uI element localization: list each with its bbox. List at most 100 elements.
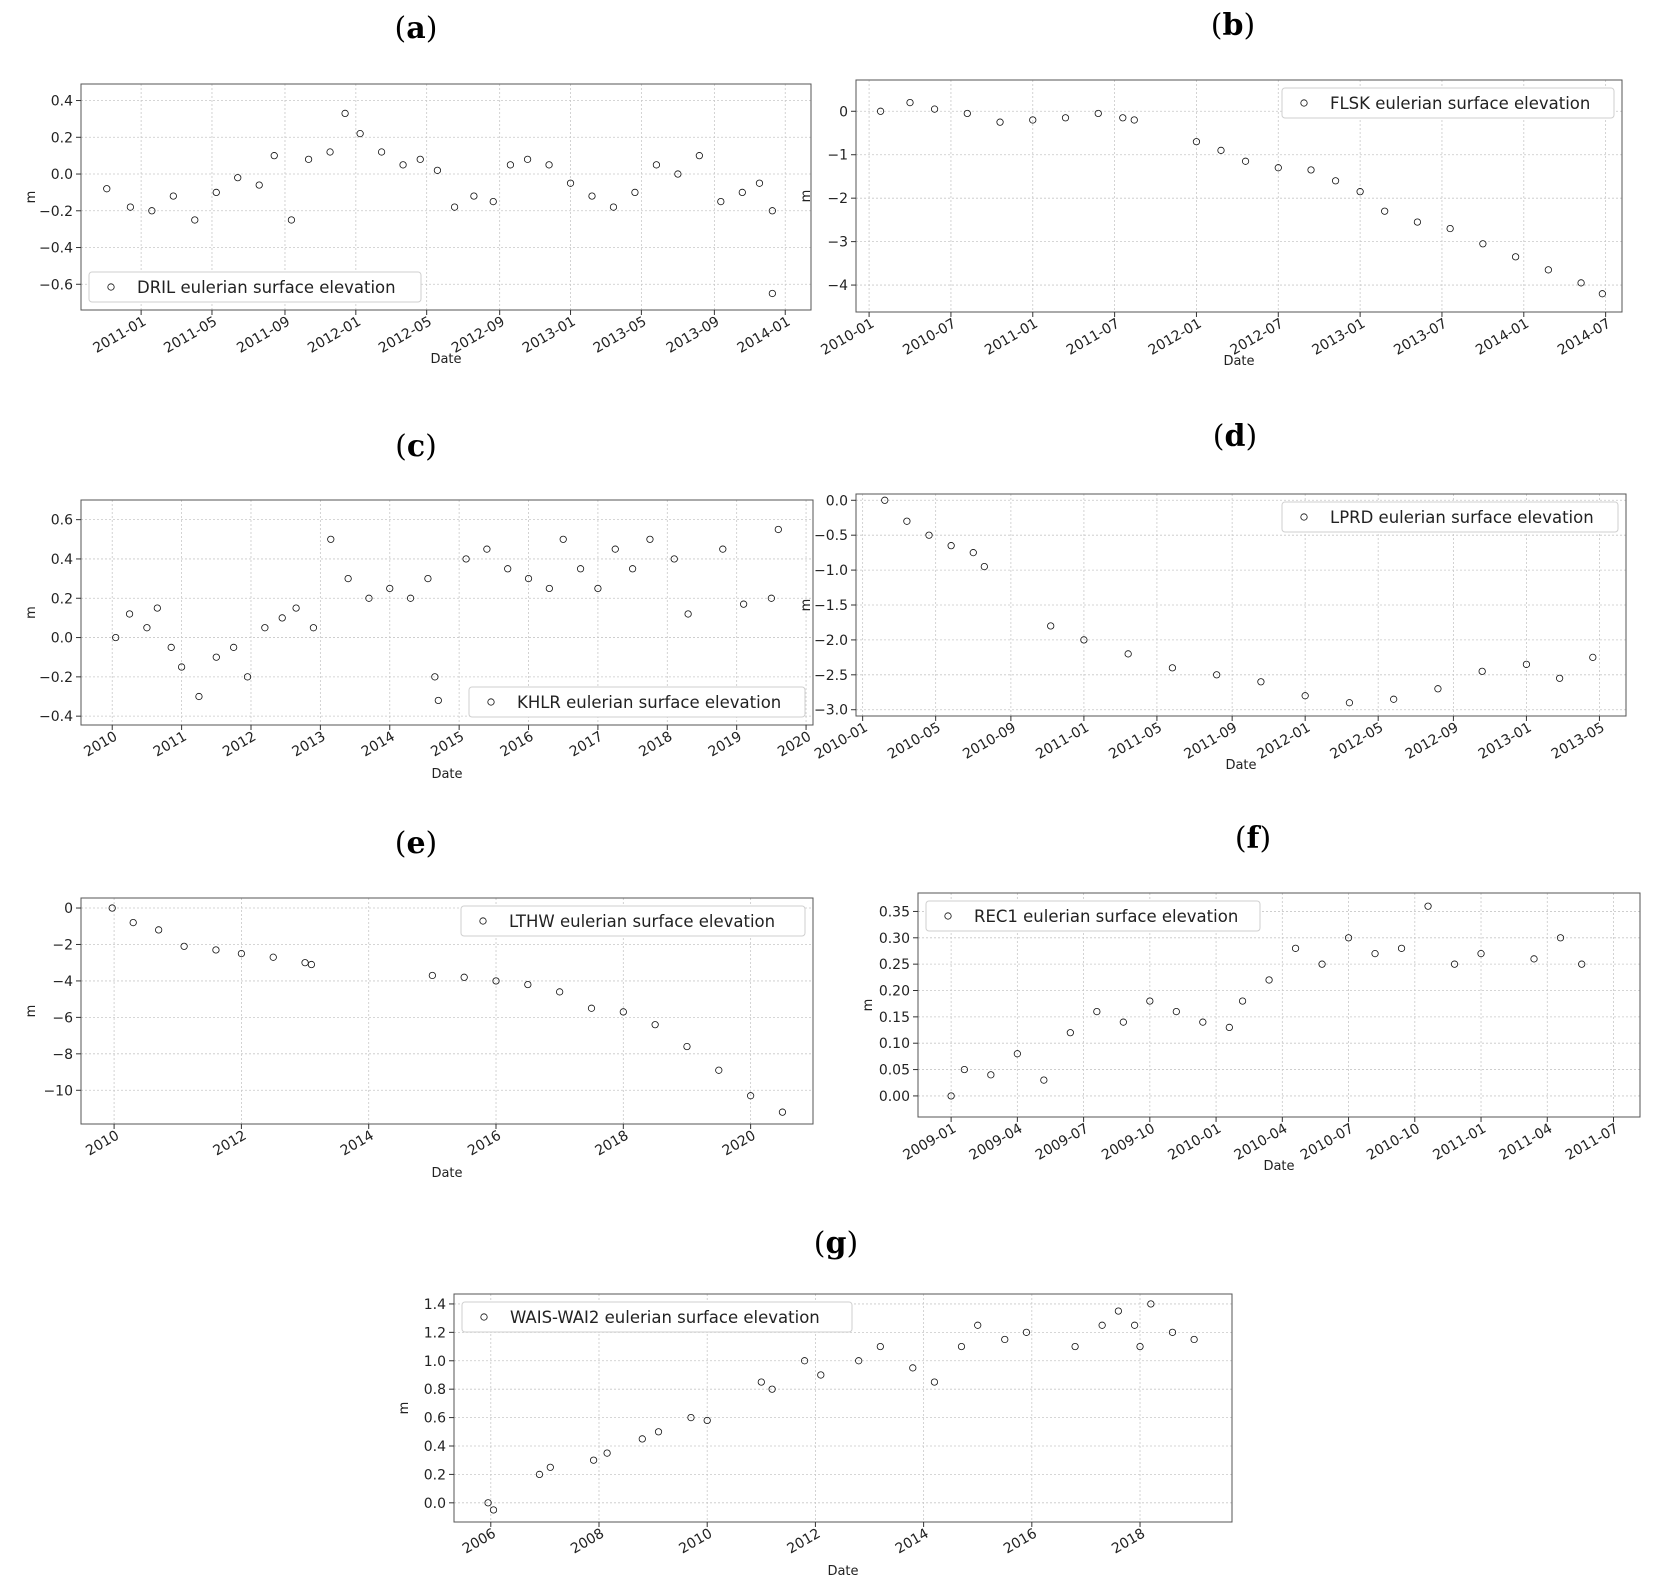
data-point (1238, 997, 1247, 1005)
y-tick-label: 0.4 (51, 552, 73, 568)
data-point (191, 216, 199, 224)
data-point (611, 545, 619, 553)
data-point (1130, 116, 1138, 124)
plot-frame (80, 499, 814, 726)
y-tick-label: 0.20 (879, 984, 910, 1000)
x-tick-label: 2014-07 (1555, 316, 1614, 359)
y-tick-label: 0.30 (879, 931, 910, 947)
y-axis-title: m (24, 606, 39, 619)
y-tick-label: 0.0 (51, 167, 73, 183)
data-point (619, 1008, 627, 1016)
data-point (768, 207, 776, 215)
data-point (301, 959, 309, 967)
y-tick-label: 0.35 (879, 904, 910, 920)
x-tick-label: 2011-01 (1430, 1121, 1489, 1164)
x-tick-label: 2010-01 (812, 720, 871, 763)
data-point (326, 148, 334, 156)
data-point (1213, 671, 1221, 679)
x-tick-label: 2011-09 (1181, 720, 1240, 763)
data-point (1331, 177, 1340, 185)
legend-marker-icon (487, 698, 495, 706)
y-tick-label: −2 (52, 937, 73, 953)
chart-panel-b: (b) −4 −3 −2 −1 0 2010-01 2010-07 2011-01 2011-07… (799, 8, 1623, 369)
y-tick-label: −10 (43, 1083, 73, 1099)
data-point (1080, 636, 1088, 644)
data-point (855, 1357, 863, 1365)
x-tick-label: 2020 (775, 729, 814, 761)
data-point (462, 555, 470, 563)
data-point (1001, 1335, 1009, 1344)
data-point (1061, 114, 1070, 122)
data-point (881, 496, 889, 504)
x-tick-label: 2010 (676, 1526, 715, 1558)
x-tick-label: 2011-09 (234, 314, 293, 357)
y-tick-label: −3 (827, 235, 848, 251)
x-axis-title: Date (827, 1564, 858, 1579)
data-point (670, 555, 678, 563)
data-point (243, 673, 252, 681)
data-point (1344, 934, 1353, 942)
data-point (957, 1342, 966, 1351)
data-point (504, 565, 512, 573)
legend-box (1281, 501, 1619, 533)
chart-panel-e: (e) −10 −8 −6 −4 −2 0 2010 2012 2014 2016 2018 2020 D… (24, 826, 814, 1181)
data-point (629, 565, 637, 573)
x-axis-title: Date (1225, 758, 1256, 773)
legend: KHLR eulerian surface elevation (468, 686, 806, 718)
data-point (1257, 678, 1265, 686)
data-point (800, 1357, 809, 1365)
x-axis-title: Date (1223, 354, 1254, 369)
x-tick-label: 2006 (460, 1526, 499, 1558)
data-point (1578, 960, 1586, 968)
data-point (399, 161, 407, 169)
data-point (1217, 146, 1225, 154)
legend-marker-icon (944, 912, 952, 920)
data-point (234, 174, 242, 182)
x-tick-label: 2009-10 (1099, 1121, 1158, 1164)
plot-frame (80, 897, 814, 1125)
data-point (960, 1065, 968, 1074)
data-point (1136, 1342, 1144, 1351)
legend: LTHW eulerian surface elevation (460, 905, 806, 937)
y-tick-label: −0.2 (39, 670, 73, 686)
x-tick-label: 2015 (428, 729, 467, 761)
data-point (178, 663, 186, 671)
data-point (651, 1021, 659, 1029)
x-tick-label: 2011-01 (982, 316, 1041, 359)
y-tick-label: 1.2 (424, 1325, 446, 1341)
data-point (470, 192, 478, 200)
x-tick-label: 2011-01 (1033, 720, 1092, 763)
data-point (434, 696, 442, 705)
y-axis-title: m (397, 1402, 412, 1415)
data-point (1040, 1076, 1048, 1084)
data-point (1478, 667, 1486, 675)
data-point (1450, 960, 1459, 968)
data-point (589, 1456, 598, 1464)
data-point (1168, 1328, 1177, 1336)
legend-box (460, 905, 806, 937)
data-point (876, 1342, 884, 1351)
data-point (153, 604, 161, 612)
x-tick-label: 2017 (567, 729, 606, 761)
data-point (996, 118, 1004, 126)
data-point (492, 977, 500, 985)
x-tick-label: 2014 (359, 729, 398, 761)
plot-frame (453, 1293, 1233, 1523)
data-point (695, 152, 703, 160)
data-point (1274, 164, 1282, 172)
plot-frame (855, 79, 1623, 313)
x-tick-label: 2009-01 (900, 1121, 959, 1164)
x-tick-label: 2018 (1109, 1526, 1148, 1558)
data-point (1265, 976, 1273, 984)
legend-label: FLSK eulerian surface elevation (1330, 94, 1590, 113)
x-tick-label: 2013 (290, 729, 329, 761)
x-tick-label: 2012-09 (1403, 720, 1462, 763)
legend-box (468, 686, 806, 718)
data-point (1522, 660, 1531, 668)
data-point (755, 179, 764, 187)
data-point (778, 1108, 787, 1116)
data-point (1381, 207, 1389, 215)
data-point (1098, 1321, 1106, 1329)
data-point (556, 988, 564, 996)
y-axis-title: m (24, 191, 39, 204)
